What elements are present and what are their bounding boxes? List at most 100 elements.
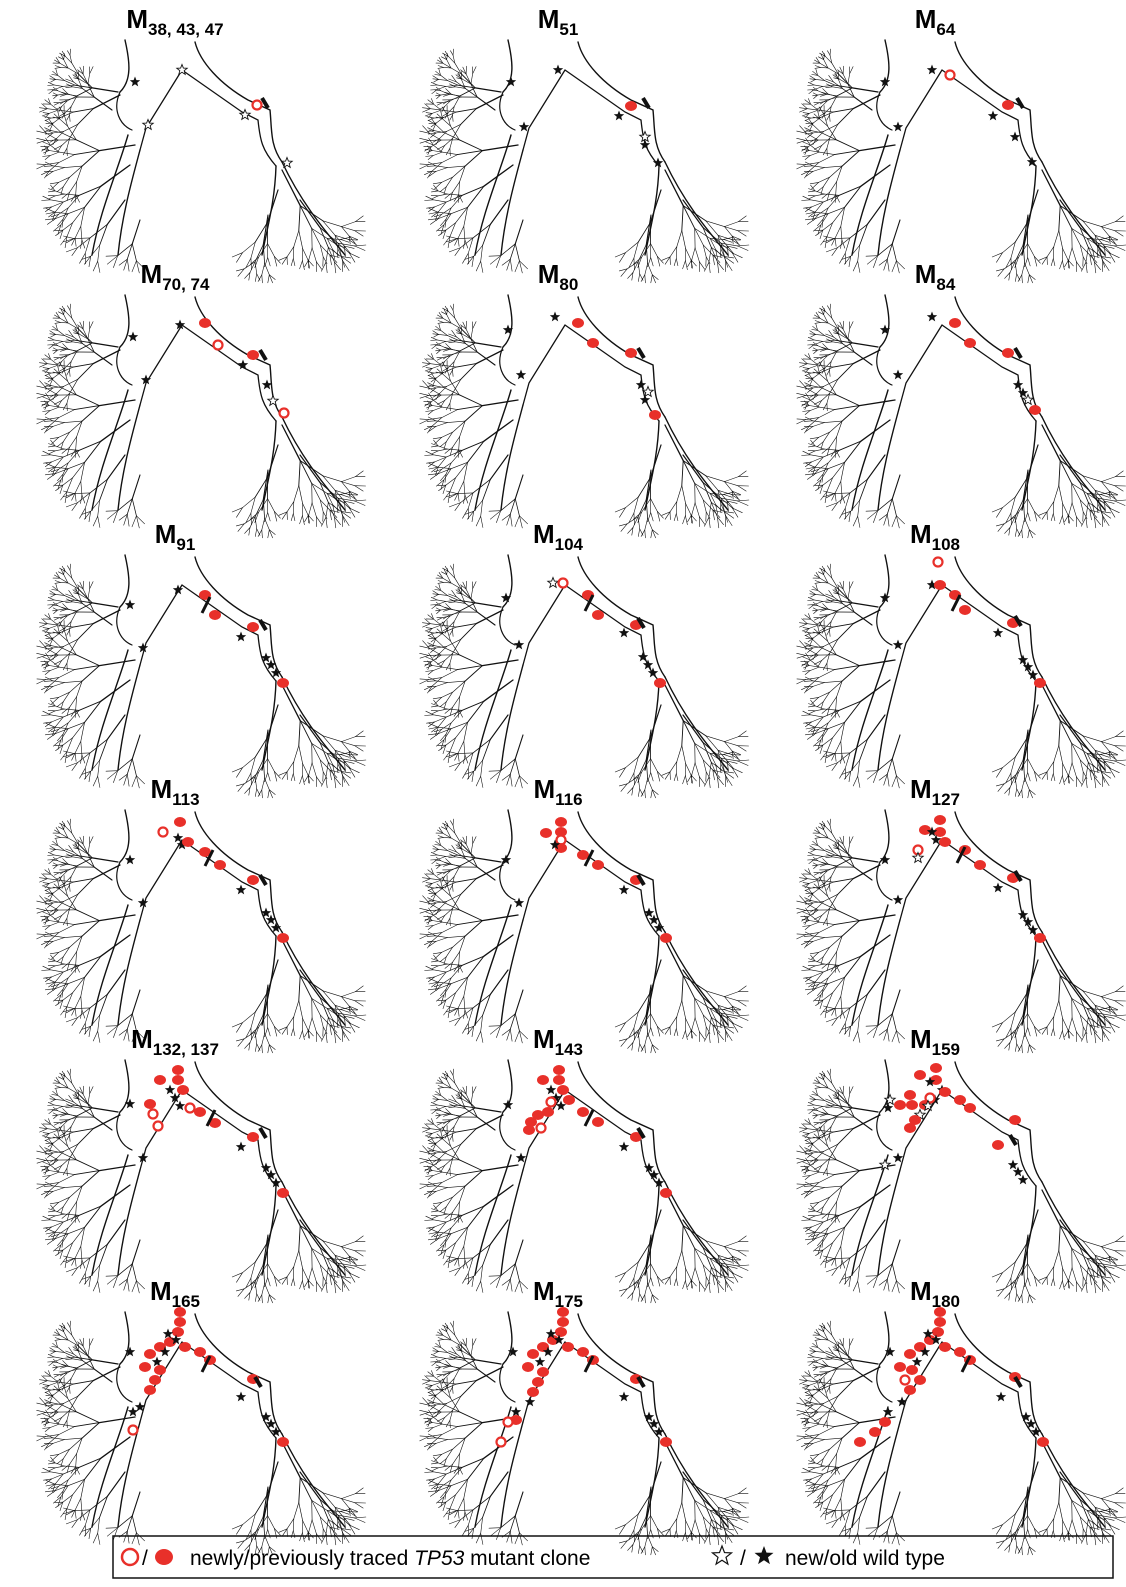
old-wild-type (1022, 916, 1034, 927)
old-wild-type (1017, 387, 1029, 398)
panel: M165 (35, 1276, 367, 1556)
old-mutant-clone (930, 1063, 942, 1073)
panel-label: M (155, 519, 177, 549)
panel-subscript: 159 (932, 1040, 960, 1059)
legend-text: mutant clone (464, 1547, 590, 1570)
old-wild-type (882, 1102, 894, 1113)
old-mutant-clone (934, 1317, 946, 1327)
panel: M113 (35, 774, 367, 1054)
old-wild-type (618, 1391, 630, 1402)
panel-subscript: 80 (559, 275, 578, 294)
old-mutant-clone (144, 1099, 156, 1109)
panel: M51 (418, 4, 750, 284)
new-mutant-clone (147, 1108, 159, 1120)
old-wild-type (260, 907, 272, 918)
bronchial-tree (35, 809, 367, 1054)
old-mutant-clone (522, 1362, 534, 1372)
panel-subscript: 116 (555, 790, 582, 809)
legend-gene: TP53 (414, 1547, 465, 1570)
old-mutant-clone (149, 1375, 161, 1385)
new-mutant-clone (899, 1374, 911, 1386)
old-wild-type (553, 1334, 565, 1345)
old-mutant-clone (194, 1107, 206, 1117)
panel-title: M127 (910, 774, 960, 809)
airway-cut (583, 1109, 595, 1127)
airway-mark (253, 1375, 263, 1389)
old-wild-type (648, 914, 660, 925)
old-mutant-clone (154, 1365, 166, 1375)
old-wild-type (1022, 661, 1034, 672)
new-wild-type (141, 118, 155, 131)
old-mutant-clone (172, 1075, 184, 1085)
panel-title: M104 (533, 519, 584, 554)
airway-cut (950, 594, 962, 612)
panel: M132, 137 (35, 1024, 367, 1304)
airway-mark (636, 873, 646, 887)
old-wild-type (174, 319, 186, 330)
old-wild-type (235, 1391, 247, 1402)
old-mutant-clone (949, 318, 961, 328)
old-wild-type (172, 584, 184, 595)
old-mutant-clone (930, 1075, 942, 1085)
old-wild-type (129, 76, 141, 87)
old-mutant-clone (555, 843, 567, 853)
old-mutant-clone (649, 410, 661, 420)
old-mutant-clone (154, 1342, 166, 1352)
filled-star-icon (754, 1546, 774, 1565)
old-wild-type (137, 897, 149, 908)
airway-cut (583, 1355, 595, 1373)
new-mutant-clone (212, 339, 224, 351)
new-mutant-clone (495, 1436, 507, 1448)
panel-label: M (533, 1276, 555, 1306)
old-wild-type (124, 1098, 136, 1109)
old-wild-type (1027, 669, 1039, 680)
old-mutant-clone (964, 1103, 976, 1113)
old-wild-type (648, 1169, 660, 1180)
airway-mark (1008, 1133, 1018, 1147)
old-wild-type (127, 1406, 139, 1417)
panel-label: M (126, 4, 148, 34)
old-wild-type (140, 374, 152, 385)
panel-label: M (915, 259, 937, 289)
old-mutant-clone (144, 1349, 156, 1359)
legend: / newly/previously traced TP53 mutant cl… (112, 1535, 1114, 1579)
bronchial-tree (35, 1059, 367, 1304)
old-wild-type (550, 1092, 562, 1103)
airway-mark (1015, 96, 1025, 110)
old-wild-type (169, 1092, 181, 1103)
new-mutant-clone (545, 1096, 557, 1108)
bronchial-tree (418, 294, 750, 539)
open-star-icon (710, 1544, 734, 1566)
panel-label: M (910, 774, 932, 804)
old-mutant-clone (174, 817, 186, 827)
old-wild-type (919, 1346, 931, 1357)
new-wild-type (266, 394, 280, 407)
old-wild-type (1007, 1159, 1019, 1170)
old-wild-type (127, 331, 139, 342)
airway-mark (1013, 346, 1023, 360)
panel-subscript: 132, 137 (153, 1040, 219, 1059)
panel: M64 (795, 4, 1126, 284)
old-mutant-clone (182, 837, 194, 847)
panel-subscript: 84 (936, 275, 955, 294)
old-mutant-clone (553, 1075, 565, 1085)
old-wild-type (545, 1084, 557, 1095)
old-wild-type (260, 652, 272, 663)
old-mutant-clone (906, 1365, 918, 1375)
old-mutant-clone (904, 1123, 916, 1133)
old-wild-type (172, 832, 184, 843)
panel: M108 (795, 519, 1126, 799)
old-wild-type (879, 854, 891, 865)
old-mutant-clone (630, 1132, 642, 1142)
old-wild-type (892, 121, 904, 132)
new-mutant-clone (535, 1122, 547, 1134)
old-wild-type (265, 1169, 277, 1180)
panel-subscript: 165 (172, 1292, 200, 1311)
old-wild-type (896, 1396, 908, 1407)
old-mutant-clone (914, 1375, 926, 1385)
old-mutant-clone (525, 1117, 537, 1127)
panel-subscript: 143 (555, 1040, 583, 1059)
bronchial-tree (795, 294, 1126, 539)
old-mutant-clone (904, 1090, 916, 1100)
